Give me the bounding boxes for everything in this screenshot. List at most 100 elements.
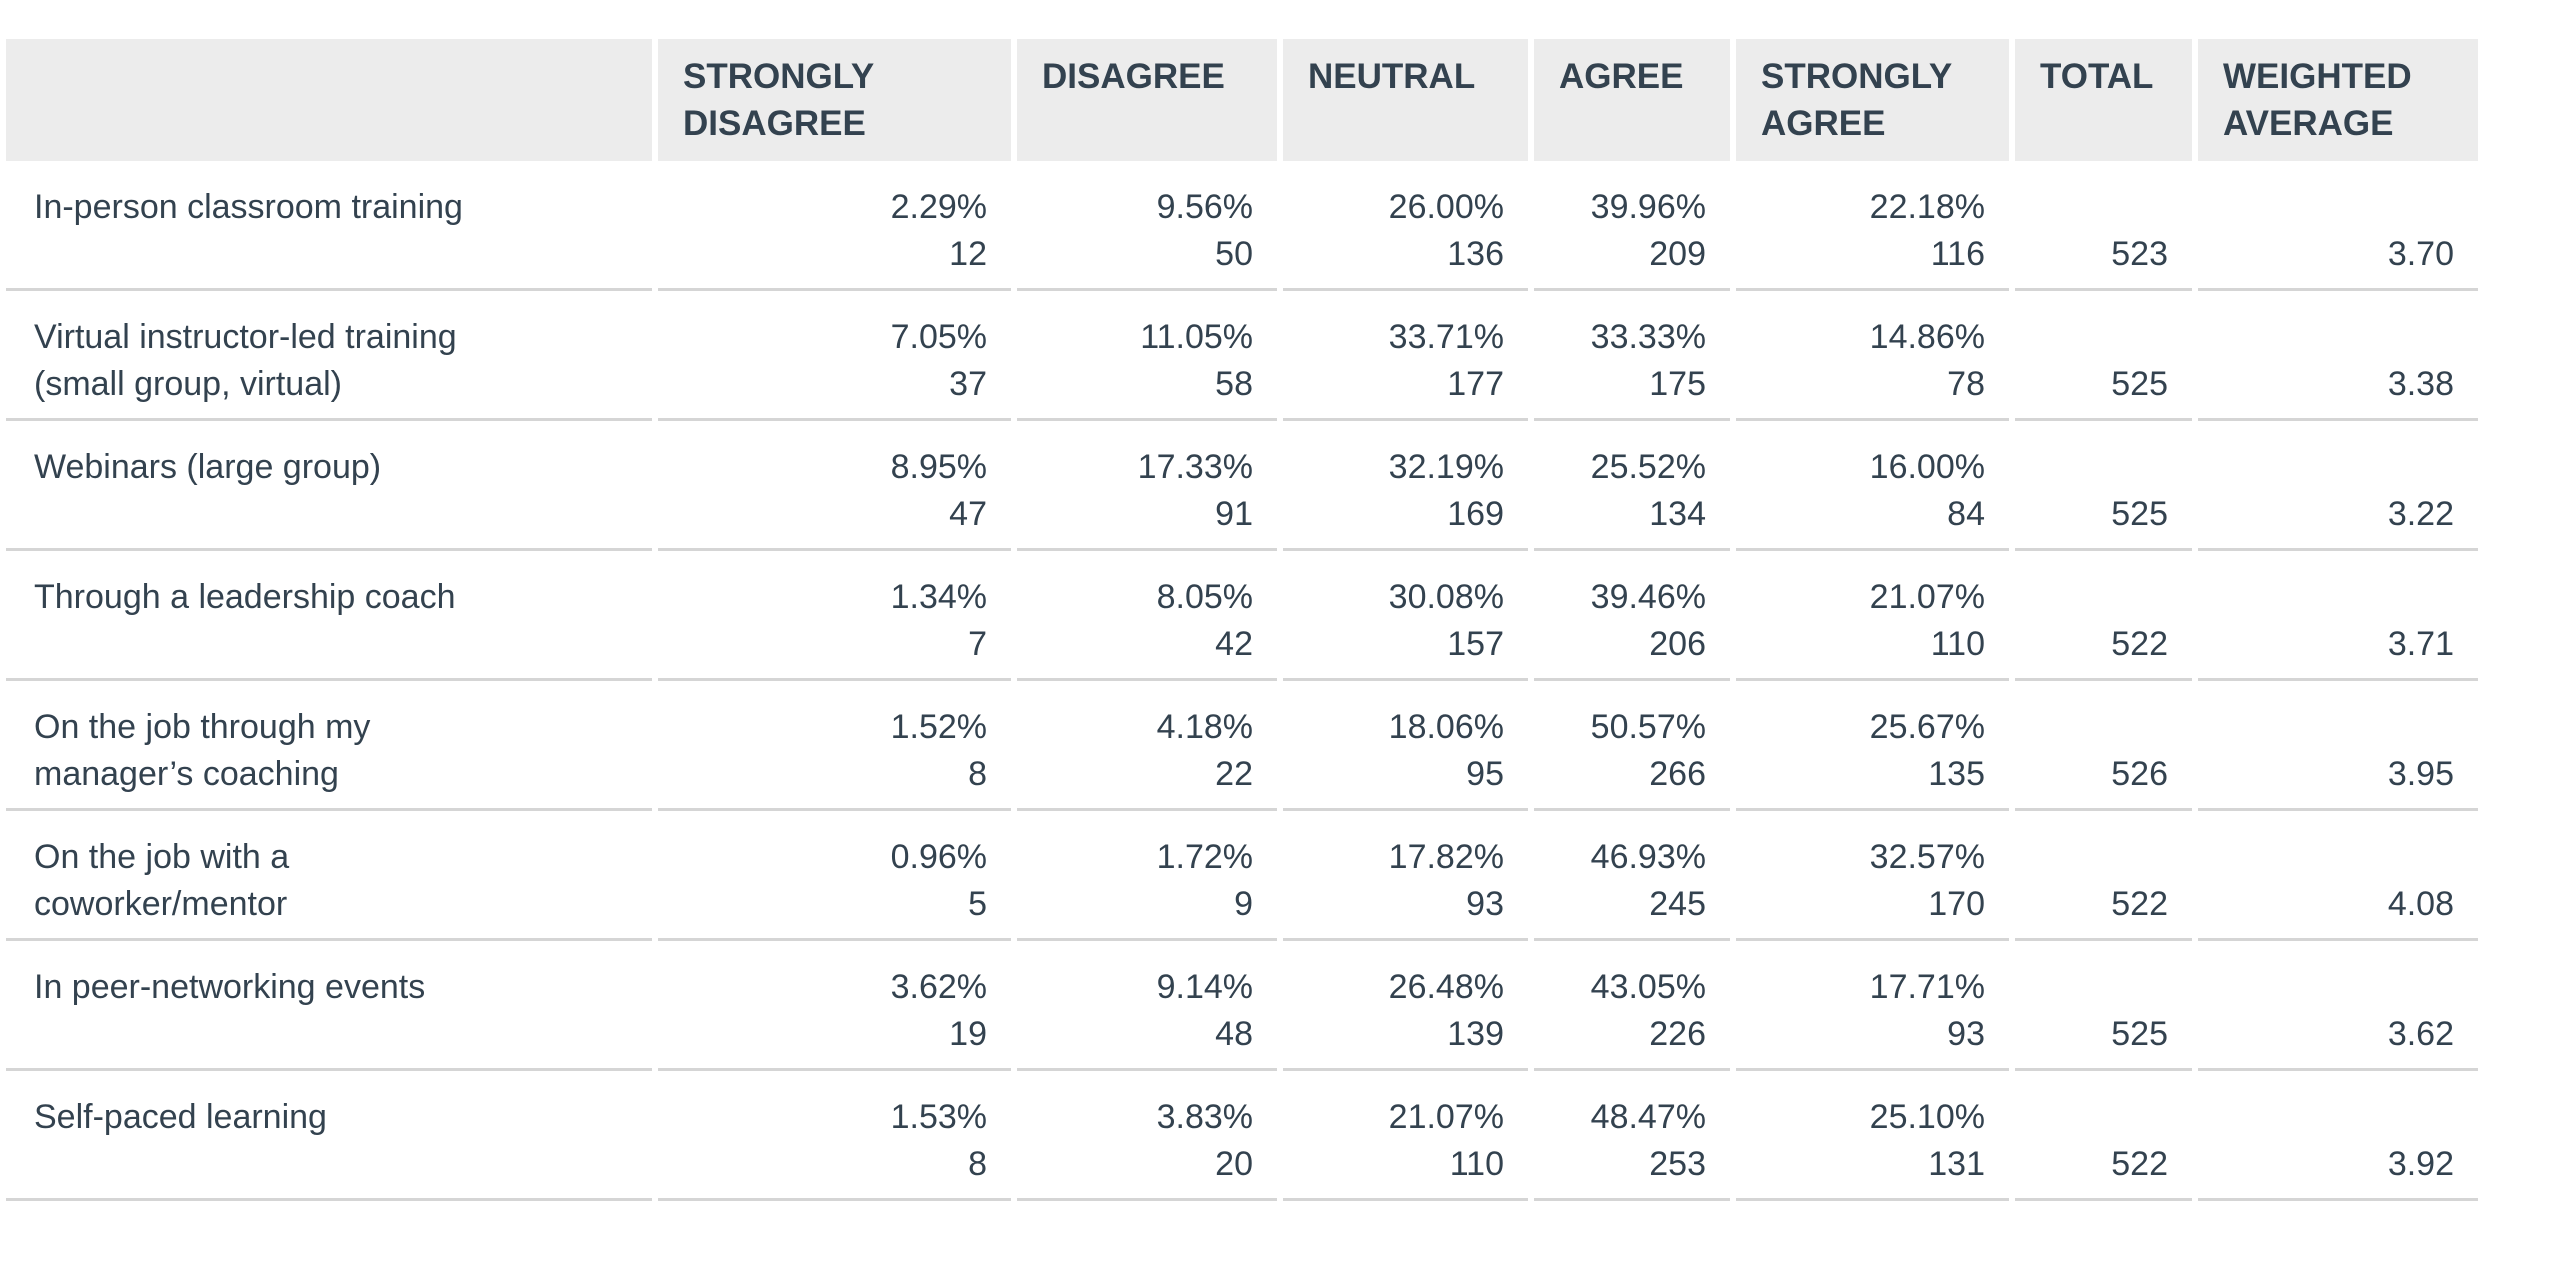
cell-percent: 16.00% (1869, 448, 1985, 486)
total-count: 522 (2111, 885, 2168, 923)
cell-weighted-average: 3.62 (2198, 941, 2478, 1071)
total-count: 525 (2111, 495, 2168, 533)
cell-agree: 46.93% 245 (1534, 811, 1730, 941)
cell-strongly-agree: 32.57% 170 (1736, 811, 2009, 941)
cell-percent: 39.96% (1590, 188, 1706, 226)
cell-neutral: 33.71% 177 (1283, 291, 1528, 421)
cell-count: 169 (1447, 495, 1504, 533)
row-label: On the job through my manager’s coaching (6, 681, 652, 811)
cell-count: 170 (1928, 885, 1985, 923)
cell-count: 93 (1947, 1015, 1985, 1053)
column-header-weighted-average: WEIGHTED AVERAGE (2198, 39, 2478, 161)
cell-percent: 2.29% (890, 188, 987, 226)
column-header-neutral: NEUTRAL (1283, 39, 1528, 161)
cell-count: 139 (1447, 1015, 1504, 1053)
cell-percent: 17.82% (1388, 838, 1504, 876)
cell-total: 522 (2015, 1071, 2192, 1201)
cell-count: 136 (1447, 235, 1504, 273)
table-row: On the job through my manager’s coaching… (6, 681, 2478, 811)
cell-count: 47 (949, 495, 987, 533)
cell-neutral: 18.06% 95 (1283, 681, 1528, 811)
cell-total: 526 (2015, 681, 2192, 811)
cell-neutral: 30.08% 157 (1283, 551, 1528, 681)
cell-count: 226 (1649, 1015, 1706, 1053)
cell-strongly-agree: 22.18% 116 (1736, 161, 2009, 291)
cell-strongly-disagree: 3.62% 19 (658, 941, 1011, 1071)
survey-matrix-table: STRONGLY DISAGREE DISAGREE NEUTRAL AGREE… (0, 39, 2484, 1201)
row-label: Through a leadership coach (6, 551, 652, 681)
cell-agree: 39.96% 209 (1534, 161, 1730, 291)
total-count: 522 (2111, 1145, 2168, 1183)
cell-percent: 48.47% (1590, 1098, 1706, 1136)
cell-neutral: 32.19% 169 (1283, 421, 1528, 551)
total-count: 526 (2111, 755, 2168, 793)
cell-count: 177 (1447, 365, 1504, 403)
cell-strongly-agree: 16.00% 84 (1736, 421, 2009, 551)
cell-count: 245 (1649, 885, 1706, 923)
cell-percent: 32.19% (1388, 448, 1504, 486)
cell-strongly-agree: 25.67% 135 (1736, 681, 2009, 811)
cell-strongly-disagree: 1.52% 8 (658, 681, 1011, 811)
cell-percent: 1.52% (890, 708, 987, 746)
cell-agree: 48.47% 253 (1534, 1071, 1730, 1201)
cell-count: 206 (1649, 625, 1706, 663)
cell-percent: 1.72% (1156, 838, 1253, 876)
weighted-average-value: 3.22 (2387, 495, 2454, 533)
row-label: In peer-networking events (6, 941, 652, 1071)
cell-count: 22 (1215, 755, 1253, 793)
cell-disagree: 3.83% 20 (1017, 1071, 1277, 1201)
cell-count: 266 (1649, 755, 1706, 793)
cell-count: 84 (1947, 495, 1985, 533)
cell-neutral: 21.07% 110 (1283, 1071, 1528, 1201)
cell-weighted-average: 3.22 (2198, 421, 2478, 551)
cell-strongly-disagree: 2.29% 12 (658, 161, 1011, 291)
cell-strongly-disagree: 8.95% 47 (658, 421, 1011, 551)
cell-percent: 14.86% (1869, 318, 1985, 356)
table-row: Webinars (large group) 8.95% 47 17.33% 91 … (6, 421, 2478, 551)
cell-total: 522 (2015, 551, 2192, 681)
cell-count: 12 (949, 235, 987, 273)
cell-percent: 33.71% (1388, 318, 1504, 356)
row-label: On the job with a coworker/mentor (6, 811, 652, 941)
cell-percent: 30.08% (1388, 578, 1504, 616)
table-row: In-person classroom training 2.29% 12 9.5… (6, 161, 2478, 291)
cell-percent: 1.34% (890, 578, 987, 616)
cell-weighted-average: 3.71 (2198, 551, 2478, 681)
cell-neutral: 26.48% 139 (1283, 941, 1528, 1071)
cell-count: 253 (1649, 1145, 1706, 1183)
weighted-average-value: 4.08 (2387, 885, 2454, 923)
table-row: On the job with a coworker/mentor 0.96% 5… (6, 811, 2478, 941)
cell-percent: 0.96% (890, 838, 987, 876)
weighted-average-value: 3.71 (2387, 625, 2454, 663)
cell-percent: 25.67% (1869, 708, 1985, 746)
cell-percent: 11.05% (1140, 318, 1253, 356)
cell-total: 525 (2015, 421, 2192, 551)
cell-count: 135 (1928, 755, 1985, 793)
cell-count: 116 (1930, 235, 1985, 273)
cell-count: 110 (1930, 625, 1985, 663)
cell-percent: 3.83% (1156, 1098, 1253, 1136)
row-label: Self-paced learning (6, 1071, 652, 1201)
cell-strongly-disagree: 7.05% 37 (658, 291, 1011, 421)
cell-percent: 46.93% (1590, 838, 1706, 876)
cell-count: 48 (1215, 1015, 1253, 1053)
cell-count: 37 (949, 365, 987, 403)
cell-percent: 21.07% (1388, 1098, 1504, 1136)
cell-count: 157 (1447, 625, 1504, 663)
cell-percent: 33.33% (1590, 318, 1706, 356)
cell-agree: 39.46% 206 (1534, 551, 1730, 681)
survey-results-container: STRONGLY DISAGREE DISAGREE NEUTRAL AGREE… (0, 39, 2484, 1201)
column-header-blank (6, 39, 652, 161)
cell-count: 209 (1649, 235, 1706, 273)
cell-neutral: 17.82% 93 (1283, 811, 1528, 941)
cell-count: 134 (1649, 495, 1706, 533)
cell-total: 525 (2015, 291, 2192, 421)
cell-percent: 3.62% (890, 968, 987, 1006)
cell-percent: 9.14% (1156, 968, 1253, 1006)
cell-strongly-agree: 21.07% 110 (1736, 551, 2009, 681)
cell-strongly-agree: 25.10% 131 (1736, 1071, 2009, 1201)
cell-percent: 25.10% (1869, 1098, 1985, 1136)
cell-percent: 17.33% (1137, 448, 1253, 486)
cell-disagree: 11.05% 58 (1017, 291, 1277, 421)
column-header-agree: AGREE (1534, 39, 1730, 161)
